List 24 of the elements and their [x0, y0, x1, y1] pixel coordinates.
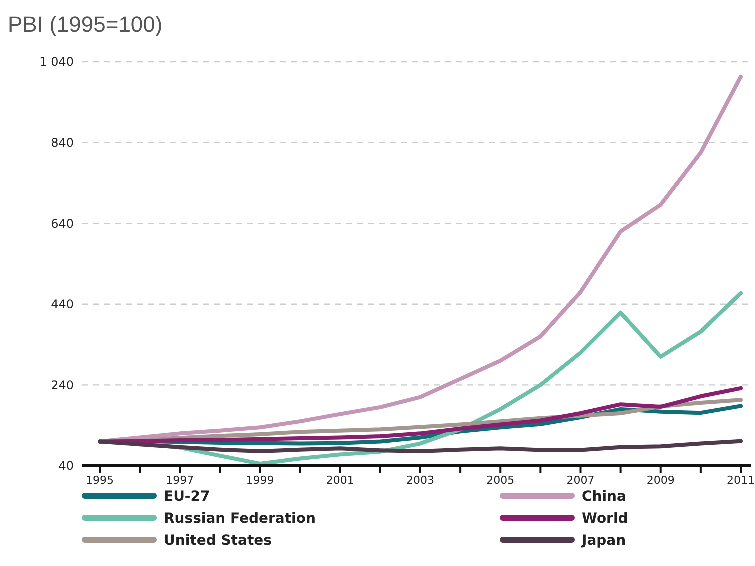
legend-label: United States: [164, 532, 272, 549]
x-tick-label: 1995: [86, 474, 114, 487]
line-series: [98, 386, 743, 444]
x-tick-label: 2001: [326, 474, 354, 487]
legend-label: Russian Federation: [164, 510, 316, 527]
x-tick-label: 2007: [566, 474, 595, 487]
x-tick-label: 2011: [726, 474, 755, 487]
x-tick-label: 2009: [646, 474, 675, 487]
chart-title: PBI (1995=100): [8, 12, 163, 37]
y-tick-label: 840: [51, 136, 74, 150]
y-tick-label: 240: [51, 378, 74, 392]
y-tick-label: 640: [51, 216, 74, 231]
legend-label: Japan: [581, 532, 626, 549]
y-tick-label: 440: [51, 298, 74, 312]
x-tick-label: 1999: [246, 474, 274, 487]
x-tick-label: 2005: [486, 474, 515, 487]
y-tick-label: 40: [58, 459, 74, 474]
x-tick-label: 2003: [406, 474, 435, 487]
legend-label: China: [582, 488, 626, 505]
line-series: [98, 439, 743, 454]
legend-label: EU-27: [164, 488, 210, 505]
x-tick-label: 1997: [166, 474, 194, 487]
y-tick-label: 1 040: [40, 55, 74, 70]
legend-label: World: [582, 510, 628, 527]
